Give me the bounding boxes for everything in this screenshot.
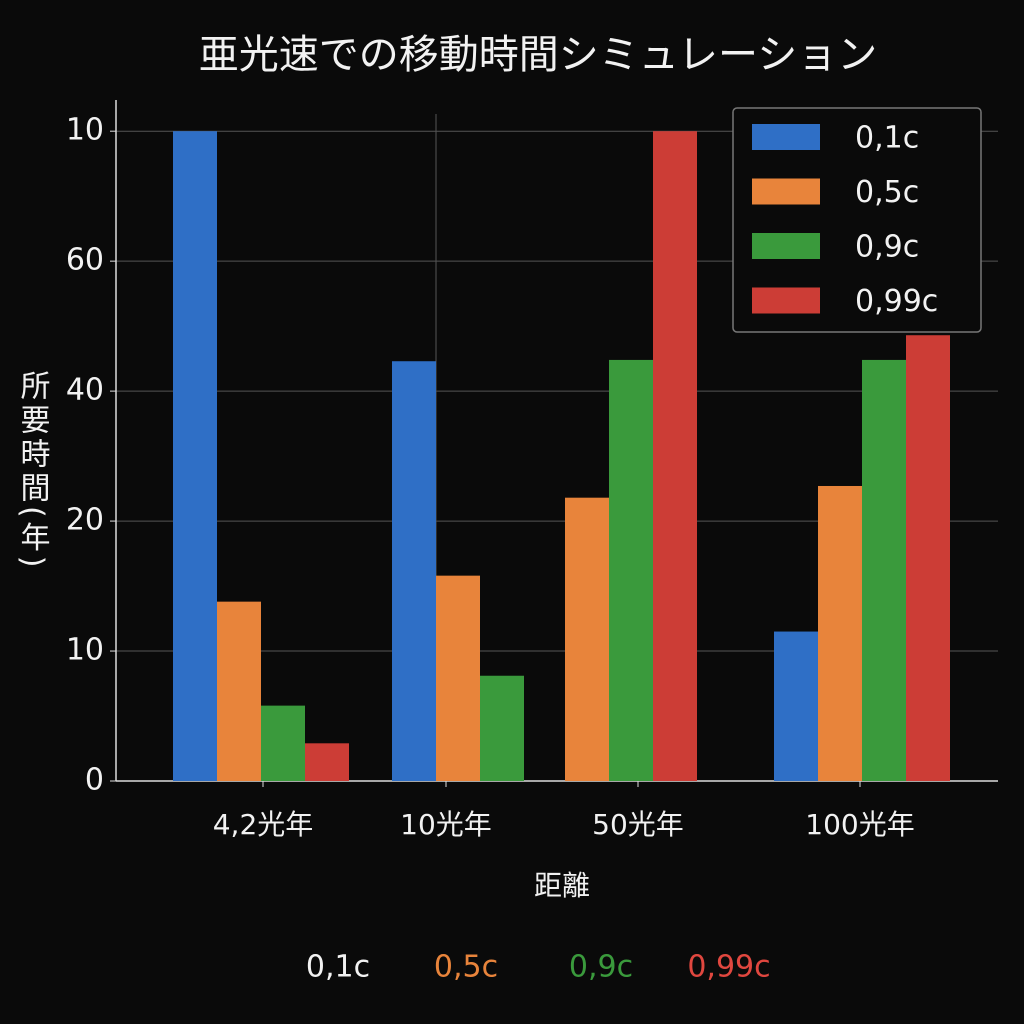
y-tick-label: 0	[85, 763, 104, 798]
y-tick-label: 10	[66, 633, 104, 668]
legend-swatch	[752, 124, 820, 150]
bottom-legend-label: 0,1c	[306, 950, 370, 985]
bar	[173, 131, 217, 781]
x-axis-label: 距離	[534, 869, 590, 902]
bar	[862, 359, 906, 781]
x-tick-label: 100光年	[805, 808, 914, 841]
chart-title: 亜光速での移動時間シミュレーション	[199, 32, 877, 78]
bar	[217, 601, 261, 781]
bar	[480, 675, 524, 781]
legend-label: 0,9c	[855, 230, 919, 265]
bar	[906, 335, 950, 781]
y-tick-label: 10	[66, 113, 104, 148]
legend-swatch	[752, 287, 820, 314]
x-tick-label: 50光年	[592, 808, 684, 841]
y-tick-label: 40	[66, 373, 104, 408]
bar	[774, 631, 818, 781]
bar	[818, 485, 862, 781]
y-tick-label: 60	[66, 243, 104, 278]
bar	[436, 575, 480, 781]
bar	[565, 497, 609, 781]
legend-box	[732, 107, 982, 333]
x-tick-label: 10光年	[400, 808, 492, 841]
bottom-legend-label: 0,5c	[434, 950, 498, 985]
bar	[261, 705, 305, 781]
bar	[653, 131, 697, 781]
y-tick-label: 20	[66, 503, 104, 538]
y-axis-label: 所要時間(年)	[15, 370, 51, 571]
bar	[609, 359, 653, 781]
bottom-legend-label: 0,9c	[569, 950, 633, 985]
legend-label: 0,1c	[855, 121, 919, 156]
legend-swatch	[752, 178, 820, 205]
legend-label: 0,5c	[855, 175, 919, 210]
legend-swatch	[752, 233, 820, 259]
bottom-legend-label: 0,99c	[687, 950, 770, 985]
bar	[392, 361, 436, 781]
legend-label: 0,99c	[855, 284, 938, 319]
bar	[305, 743, 349, 781]
x-tick-label: 4,2光年	[213, 808, 314, 841]
